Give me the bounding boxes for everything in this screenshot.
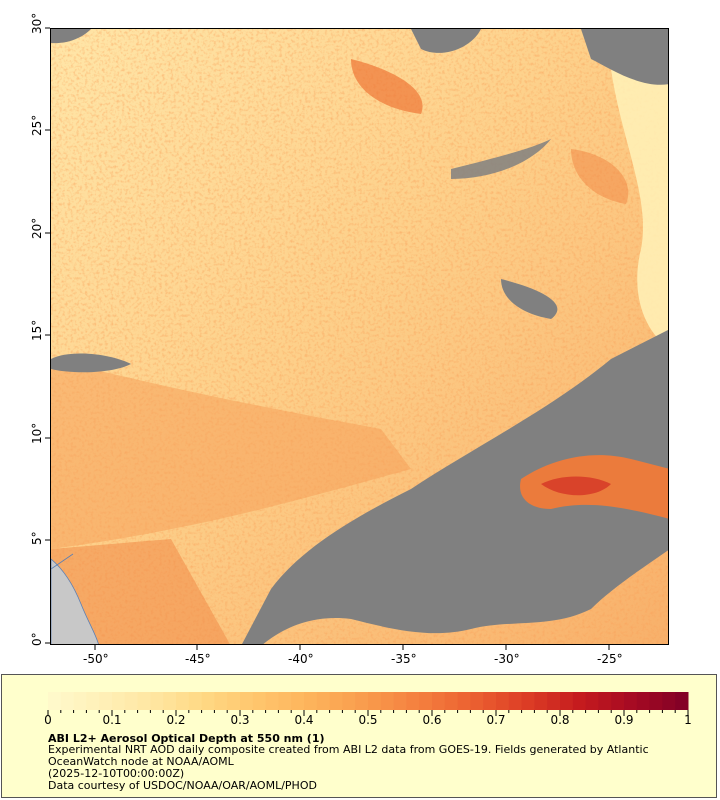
colorbar-tick-label: 0 [44, 713, 52, 727]
colorbar-cell [252, 692, 267, 710]
colorbar-cell [585, 692, 599, 710]
map-figure: 30° 25° 20° 15° 10° 5° 0° -50° -45° -40°… [30, 13, 669, 666]
colorbar-cell [483, 692, 497, 710]
colorbar-tick-label: 0.4 [294, 713, 314, 727]
no-data-mid [501, 279, 558, 319]
colorbar-tick-label: 0.3 [230, 713, 250, 727]
aod-high-ne [571, 149, 629, 204]
colorbar-cell [201, 692, 215, 710]
colorbar-cell [662, 692, 676, 710]
no-data-north-1 [411, 29, 481, 53]
no-data-west [51, 353, 131, 373]
colorbar-cell [636, 692, 651, 710]
colorbar-cell [99, 692, 113, 710]
colorbar [47, 692, 689, 716]
legend-credit: Data courtesy of USDOC/NOAA/OAR/AOML/PHO… [48, 779, 317, 792]
colorbar-cell [534, 692, 548, 710]
colorbar-cell [188, 692, 203, 710]
aod-band-south [51, 359, 411, 549]
colorbar-tick-label: 0.9 [614, 713, 634, 727]
colorbar-tick-label: 0.6 [422, 713, 442, 727]
colorbar-cell [73, 692, 87, 710]
colorbar-cell [508, 692, 523, 710]
colorbar-cell [265, 692, 279, 710]
colorbar-cell [380, 692, 395, 710]
colorbar-cell [112, 692, 126, 710]
colorbar-tick-label: 1 [684, 713, 692, 727]
aod-high-north [351, 59, 423, 114]
no-data-streak [451, 139, 551, 179]
colorbar-cell [432, 692, 446, 710]
coastline-river [51, 553, 74, 570]
colorbar-cell [86, 692, 100, 710]
colorbar-tick-label: 0.7 [486, 713, 506, 727]
colorbar-cell [278, 692, 292, 710]
colorbar-cell [137, 692, 151, 710]
aod-low-east [611, 69, 668, 348]
aod-band-sw [51, 539, 230, 644]
no-data-region-south [242, 330, 668, 644]
lon-tick-label: -40° [288, 652, 314, 666]
lon-tick-label: -30° [494, 652, 520, 666]
colorbar-cell [393, 692, 407, 710]
legend-timestamp: (2025-12-10T00:00:00Z) [48, 767, 185, 780]
colorbar-cell [316, 692, 331, 710]
colorbar-cell [48, 692, 62, 710]
colorbar-cell [291, 692, 305, 710]
colorbar-cell [214, 692, 228, 710]
colorbar-cell [624, 692, 638, 710]
colorbar-cell [150, 692, 164, 710]
colorbar-cell [611, 692, 625, 710]
colorbar-cell [355, 692, 369, 710]
colorbar-tick-label: 0.2 [166, 713, 186, 727]
colorbar-cells [48, 692, 689, 710]
colorbar-tick-label: 0.8 [550, 713, 570, 727]
colorbar-cell [598, 692, 612, 710]
legend-title: ABI L2+ Aerosol Optical Depth at 550 nm … [48, 732, 325, 745]
colorbar-cell [60, 692, 75, 710]
no-data-nw [51, 29, 91, 44]
aod-map [51, 29, 668, 644]
lon-tick-label: -45° [185, 652, 211, 666]
colorbar-cell [176, 692, 190, 710]
colorbar-cell [124, 692, 139, 710]
legend-description: Experimental NRT AOD daily composite cre… [48, 743, 649, 756]
colorbar-cell [521, 692, 535, 710]
lon-tick-label: -25° [597, 652, 623, 666]
lon-tick-label: -35° [391, 652, 417, 666]
colorbar-cell [457, 692, 471, 710]
legend-description-cont: OceanWatch node at NOAA/AOML [48, 755, 234, 768]
colorbar-cell [368, 692, 382, 710]
land-south-america [51, 558, 99, 644]
aod-plume-core [541, 476, 611, 496]
colorbar-ticks [47, 710, 689, 716]
colorbar-cell [560, 692, 574, 710]
lon-tick-label: -50° [83, 652, 109, 666]
map-frame[interactable] [50, 28, 669, 645]
colorbar-cell [444, 692, 459, 710]
tick-marks [45, 27, 610, 650]
colorbar-cell [227, 692, 241, 710]
colorbar-cell [649, 692, 663, 710]
colorbar-cell [329, 692, 343, 710]
colorbar-cell [675, 692, 689, 710]
colorbar-tick-label: 0.5 [358, 713, 378, 727]
colorbar-cell [240, 692, 254, 710]
colorbar-cell [342, 692, 356, 710]
no-data-north-2 [581, 29, 668, 85]
colorbar-cell [547, 692, 561, 710]
colorbar-cell [470, 692, 484, 710]
colorbar-cell [572, 692, 587, 710]
colorbar-cell [406, 692, 420, 710]
colorbar-cell [419, 692, 433, 710]
colorbar-cell [496, 692, 510, 710]
colorbar-cell [304, 692, 318, 710]
colorbar-cell [163, 692, 177, 710]
colorbar-tick-label: 0.1 [102, 713, 122, 727]
